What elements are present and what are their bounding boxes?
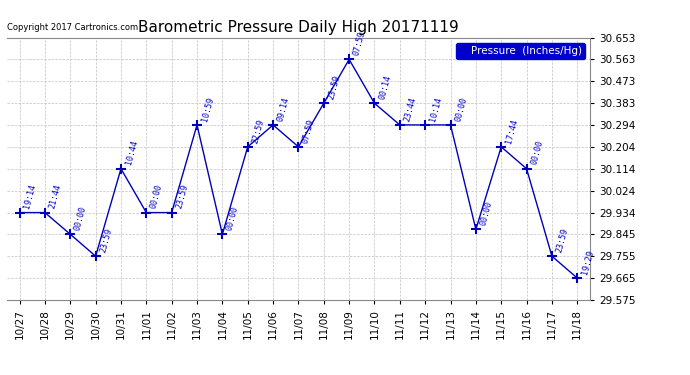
Text: 00:00: 00:00 bbox=[149, 183, 164, 210]
Text: 07:59: 07:59 bbox=[352, 30, 367, 57]
Text: 23:59: 23:59 bbox=[175, 183, 190, 210]
Text: 23:44: 23:44 bbox=[402, 96, 417, 122]
Text: 17:44: 17:44 bbox=[504, 118, 519, 144]
Text: 10:14: 10:14 bbox=[428, 96, 443, 122]
Text: 00:14: 00:14 bbox=[377, 74, 393, 100]
Text: 23:59: 23:59 bbox=[555, 227, 570, 254]
Title: Barometric Pressure Daily High 20171119: Barometric Pressure Daily High 20171119 bbox=[138, 20, 459, 35]
Text: 19:29: 19:29 bbox=[580, 249, 595, 275]
Text: 00:00: 00:00 bbox=[225, 205, 240, 231]
Text: 09:14: 09:14 bbox=[276, 96, 291, 122]
Text: 22:59: 22:59 bbox=[250, 118, 266, 144]
Text: 23:59: 23:59 bbox=[99, 227, 114, 254]
Text: 19:14: 19:14 bbox=[22, 183, 37, 210]
Text: Copyright 2017 Cartronics.com: Copyright 2017 Cartronics.com bbox=[7, 23, 138, 32]
Text: 00:00: 00:00 bbox=[453, 96, 469, 122]
Text: 00:00: 00:00 bbox=[479, 200, 494, 226]
Text: 10:44: 10:44 bbox=[124, 140, 139, 166]
Text: 00:00: 00:00 bbox=[73, 205, 88, 231]
Text: 23:59: 23:59 bbox=[326, 74, 342, 100]
Text: 07:59: 07:59 bbox=[302, 118, 317, 144]
Text: 21:44: 21:44 bbox=[48, 183, 63, 210]
Text: 10:59: 10:59 bbox=[200, 96, 215, 122]
Legend: Pressure  (Inches/Hg): Pressure (Inches/Hg) bbox=[456, 43, 584, 59]
Text: 00:00: 00:00 bbox=[529, 140, 544, 166]
